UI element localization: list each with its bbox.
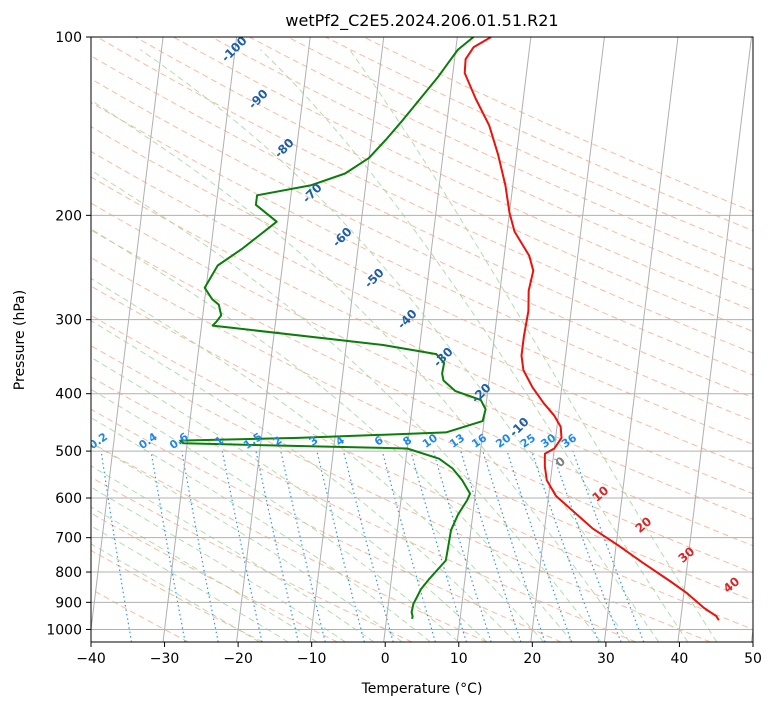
y-tick-label: 400 — [55, 387, 82, 403]
y-tick-label: 900 — [55, 595, 82, 611]
x-tick-label: −10 — [297, 651, 327, 667]
y-tick-label: 300 — [55, 313, 82, 329]
y-tick-label: 600 — [55, 491, 82, 507]
x-tick-label: 0 — [381, 651, 390, 667]
y-tick-label: 800 — [55, 565, 82, 581]
x-tick-label: 10 — [450, 651, 468, 667]
y-tick-label: 700 — [55, 531, 82, 547]
y-tick-label: 1000 — [46, 622, 82, 638]
x-axis-label: Temperature (°C) — [361, 681, 483, 697]
x-tick-label: 40 — [671, 651, 689, 667]
x-tick-label: −20 — [223, 651, 253, 667]
x-tick-label: 50 — [744, 651, 762, 667]
x-tick-label: 20 — [523, 651, 541, 667]
x-tick-label: −40 — [76, 651, 106, 667]
y-axis-label: Pressure (hPa) — [12, 290, 28, 390]
y-tick-label: 100 — [55, 30, 82, 46]
y-tick-label: 500 — [55, 444, 82, 460]
chart-title: wetPf2_C2E5.2024.206.01.51.R21 — [285, 11, 558, 31]
x-tick-label: −30 — [150, 651, 180, 667]
y-tick-label: 200 — [55, 208, 82, 224]
x-tick-label: 30 — [597, 651, 615, 667]
